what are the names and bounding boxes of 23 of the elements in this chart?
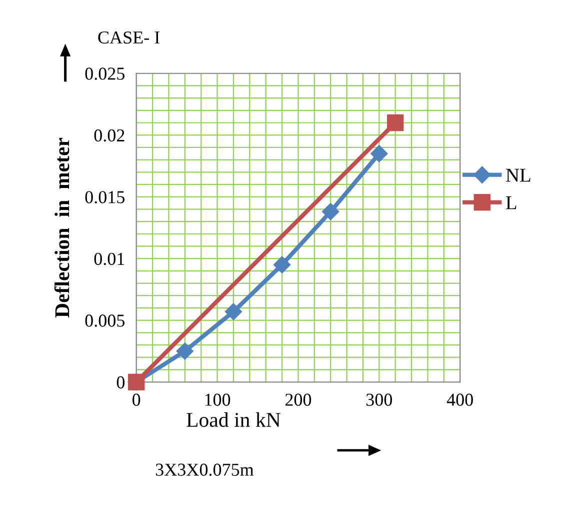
point [176, 342, 194, 360]
x-axis-title: Load in kN [186, 412, 280, 427]
y-tick-label: 0 [116, 376, 125, 388]
legend-label: NL [506, 168, 530, 182]
chart-title: CASE- I [98, 31, 160, 44]
point [273, 256, 291, 274]
x-tick-label: 0 [132, 394, 140, 406]
y-tick-label: 0.015 [85, 191, 125, 204]
y-tick-label: 0.025 [85, 68, 125, 80]
y-tick-label: 0.005 [85, 314, 125, 327]
x-tick-label: 200 [285, 394, 312, 406]
legend-label: L [506, 196, 516, 210]
x-tick-label: 100 [205, 394, 230, 406]
point [370, 145, 388, 162]
text: 3X3X0.075m [156, 464, 254, 476]
point [386, 114, 404, 132]
y-axis-title: Deflection in meter [54, 138, 70, 318]
x-tick-label: 300 [366, 394, 392, 406]
x-tick-label: 400 [446, 394, 473, 406]
point [322, 203, 340, 220]
y-tick-label: 0.01 [94, 252, 124, 266]
point [224, 303, 242, 320]
y-tick-label: 0.02 [94, 129, 124, 142]
